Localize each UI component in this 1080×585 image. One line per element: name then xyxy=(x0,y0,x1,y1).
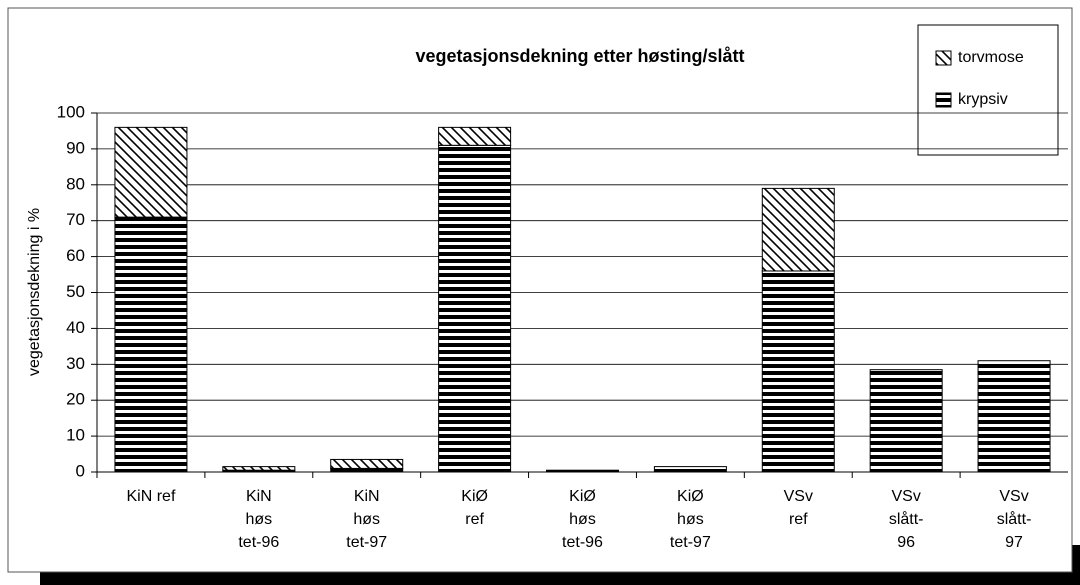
bar-segment xyxy=(222,466,296,471)
x-tick-label: slått- xyxy=(997,510,1032,528)
bar-segment xyxy=(114,216,188,473)
x-tick-label: KiØ xyxy=(461,488,488,505)
chart-title: vegetasjonsdekning etter høsting/slått xyxy=(415,46,744,66)
bar-segment xyxy=(869,369,943,473)
x-tick-label: KiN xyxy=(354,488,380,505)
y-tick-label: 80 xyxy=(66,174,85,193)
x-tick-label: KiN ref xyxy=(126,488,175,505)
x-tick-label: VSv xyxy=(784,488,813,505)
x-tick-label: høs xyxy=(245,511,272,528)
x-tick-label: tet-97 xyxy=(346,534,387,551)
y-tick-label: 100 xyxy=(57,102,85,121)
y-tick-label: 50 xyxy=(66,282,85,301)
x-tick-label: høs xyxy=(569,511,596,528)
y-tick-label: 0 xyxy=(76,461,85,480)
x-tick-label: tet-97 xyxy=(670,534,711,551)
y-tick-label: 90 xyxy=(66,138,85,157)
bar-segment xyxy=(761,270,835,473)
x-tick-label: ref xyxy=(465,511,484,528)
x-tick-label: 96 xyxy=(897,534,915,551)
bar-segment xyxy=(438,144,512,473)
legend-label: krypsiv xyxy=(958,91,1008,108)
y-tick-label: 70 xyxy=(66,210,85,229)
bar-segment xyxy=(546,469,619,473)
x-tick-label: ref xyxy=(789,511,808,528)
x-tick-label: KiN xyxy=(246,488,272,505)
x-tick-label: høs xyxy=(353,511,380,528)
legend-swatch xyxy=(935,92,952,108)
x-tick-label: høs xyxy=(677,511,704,528)
bar-segment xyxy=(653,466,727,473)
y-axis-label: vegetasjonsdekning i % xyxy=(26,208,43,376)
x-tick-label: tet-96 xyxy=(238,534,279,551)
y-tick-label: 40 xyxy=(66,318,85,337)
x-tick-label: KiØ xyxy=(677,488,704,505)
bar-segment xyxy=(330,467,404,473)
legend-swatch xyxy=(935,50,952,66)
x-tick-label: tet-96 xyxy=(562,534,603,551)
bar-segment xyxy=(761,187,835,272)
legend-box xyxy=(917,24,1059,156)
x-tick-label: VSv xyxy=(891,488,920,505)
bar-segment xyxy=(977,360,1051,473)
y-tick-label: 20 xyxy=(66,390,85,409)
bar-segment xyxy=(114,126,188,218)
x-tick-label: slått- xyxy=(889,510,924,528)
legend-label: torvmose xyxy=(958,49,1024,66)
bar-segment xyxy=(330,458,404,469)
bar-segment xyxy=(438,126,512,146)
y-tick-label: 30 xyxy=(66,354,85,373)
x-tick-label: VSv xyxy=(999,488,1028,505)
y-tick-label: 60 xyxy=(66,246,85,265)
x-tick-label: 97 xyxy=(1005,534,1023,551)
y-tick-label: 10 xyxy=(66,426,85,445)
x-tick-label: KiØ xyxy=(569,488,596,505)
